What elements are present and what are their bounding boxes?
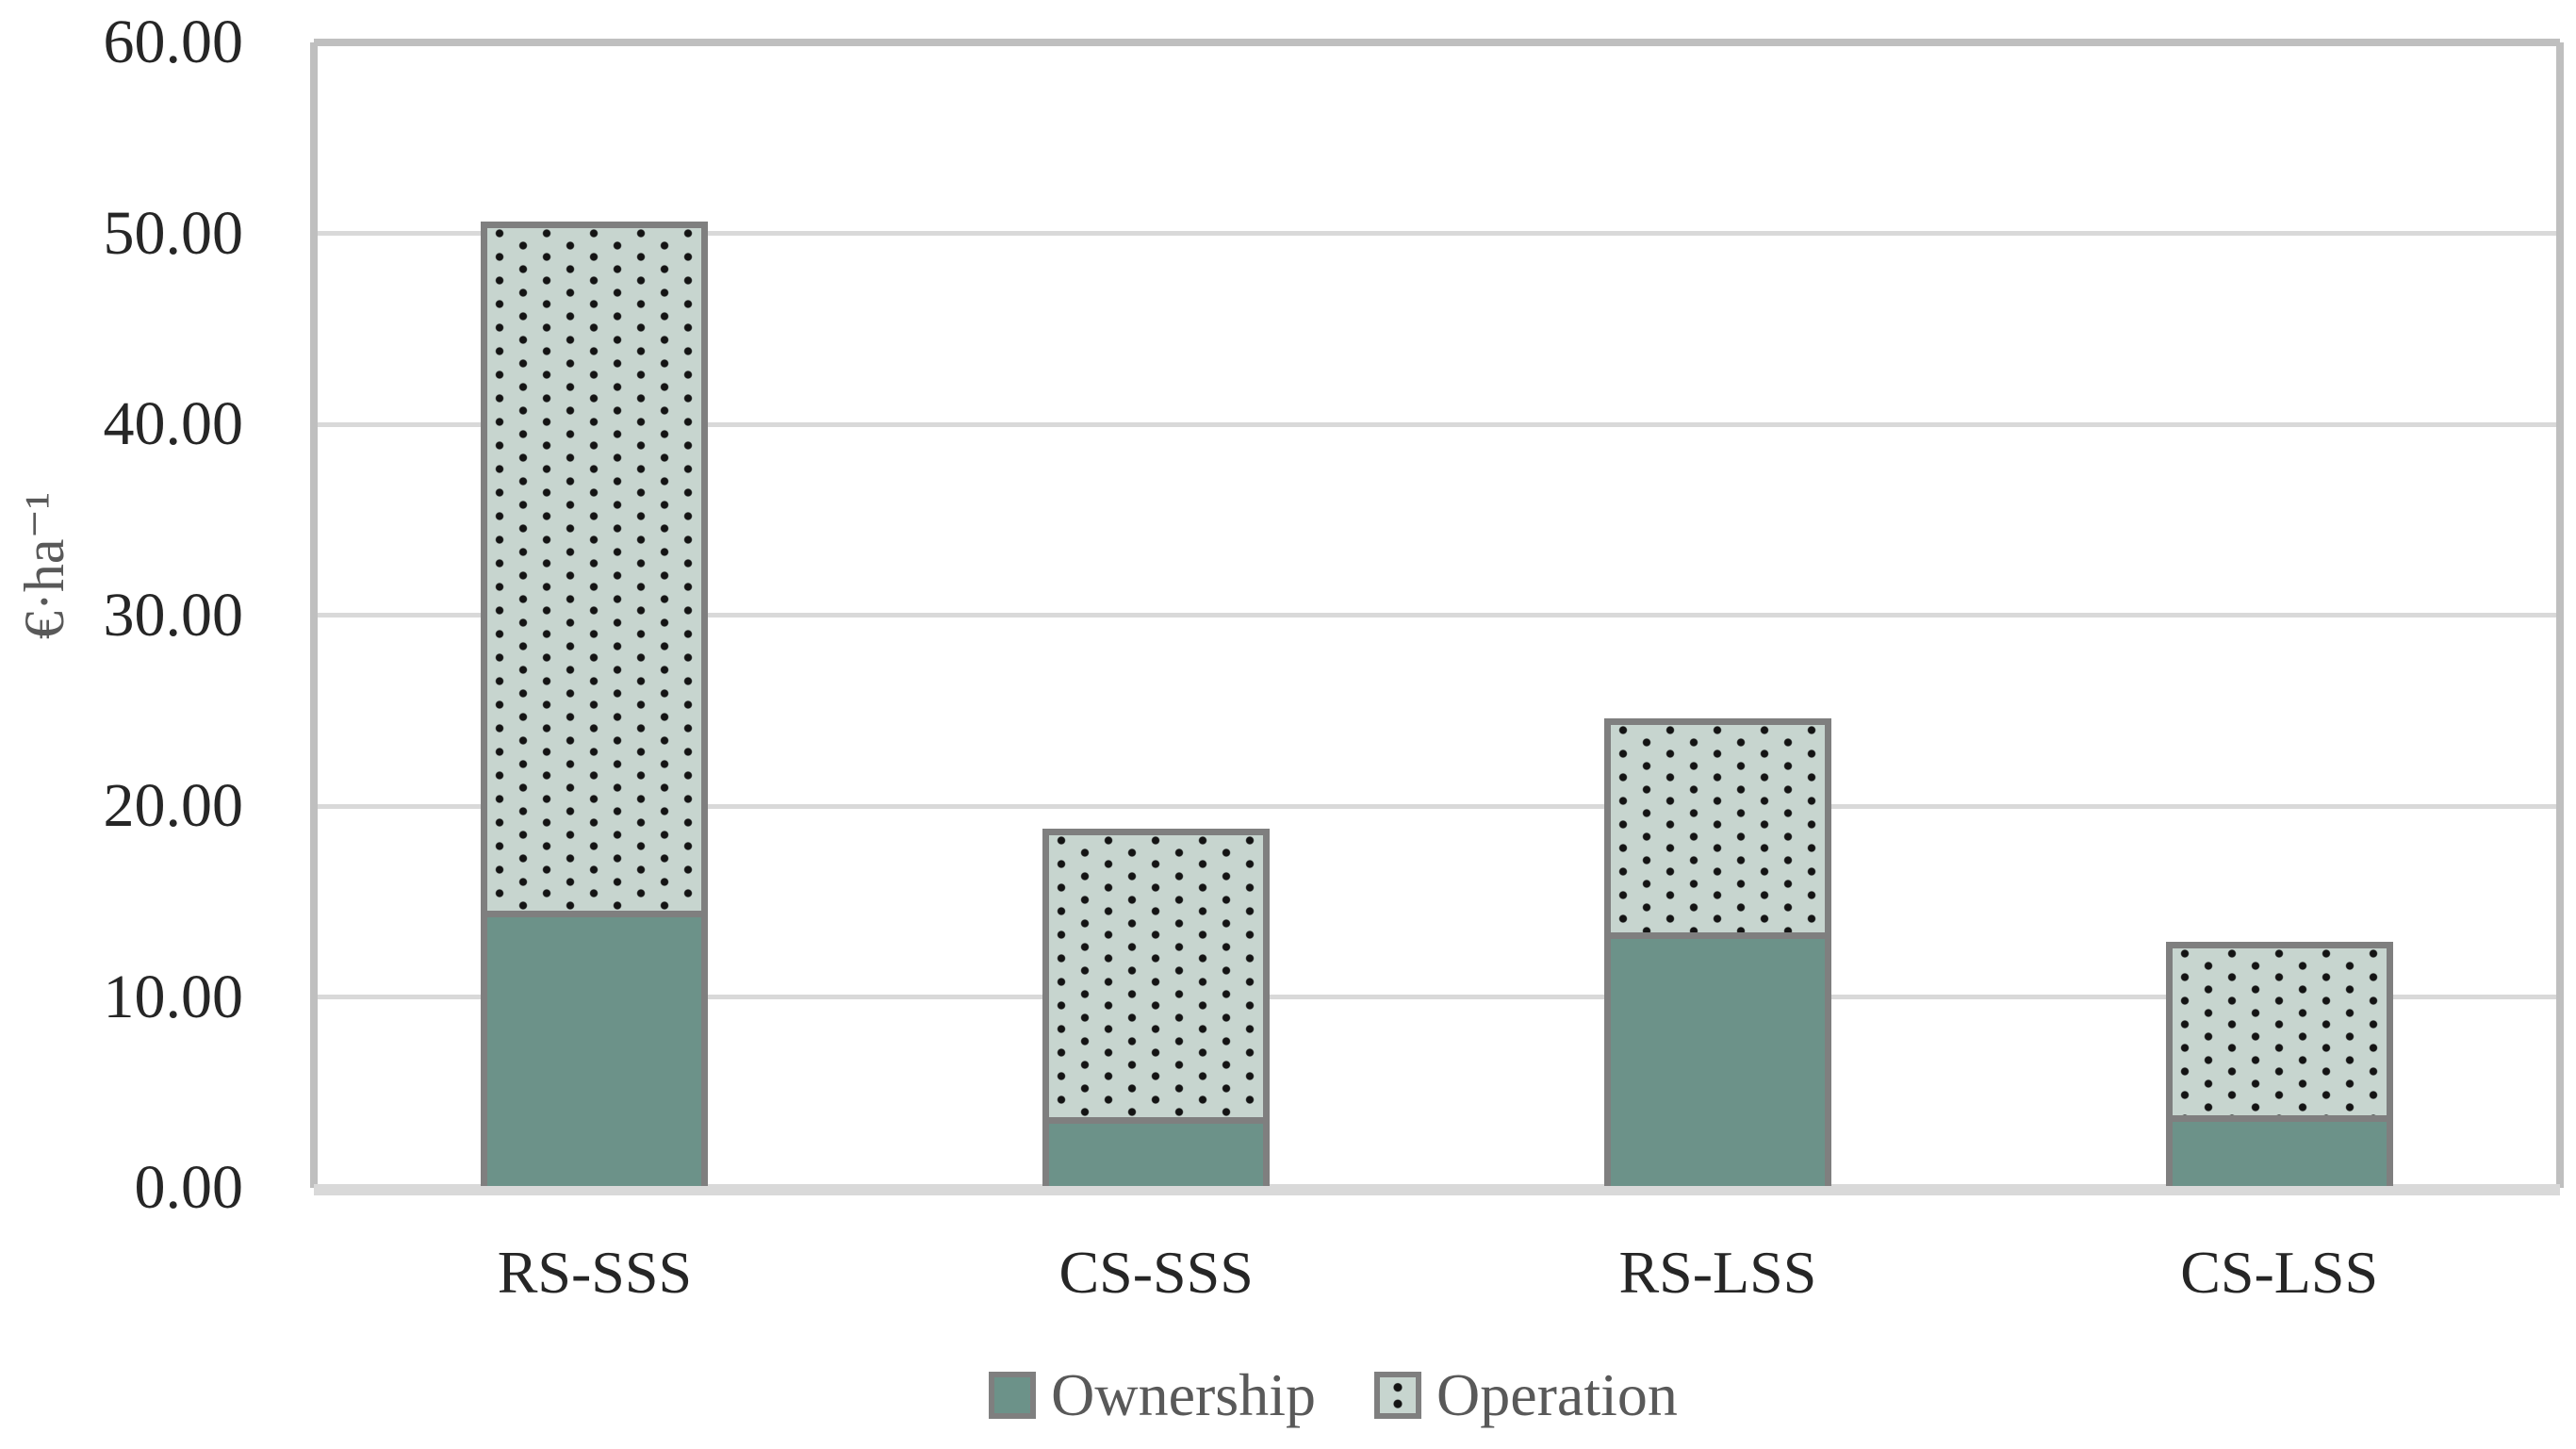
x-category-label: RS-SSS — [497, 1239, 693, 1306]
legend-label: Ownership — [1051, 1361, 1316, 1428]
y-tick-label: 60.00 — [103, 8, 244, 76]
gridline — [318, 995, 2556, 999]
plot-border-top — [314, 39, 2560, 46]
plot-border-left — [310, 42, 318, 1188]
gridline — [318, 613, 2556, 617]
bar-RS-LSS — [1603, 717, 1831, 1186]
x-axis-line — [314, 1184, 2560, 1195]
bar-segment-operation — [2172, 947, 2387, 1116]
bar-segment-operation — [487, 228, 702, 912]
legend-swatch-dots-icon — [1373, 1372, 1421, 1419]
legend-item-ownership: Ownership — [989, 1360, 1316, 1430]
y-tick-label: 10.00 — [103, 962, 244, 1031]
plot-border-right — [2556, 42, 2564, 1188]
bar-segment-ownership — [487, 911, 702, 1186]
y-tick-label: 50.00 — [103, 198, 244, 268]
gridline — [318, 421, 2556, 427]
bar-segment-ownership — [2172, 1115, 2387, 1186]
gridline — [318, 231, 2556, 236]
y-tick-label: 40.00 — [103, 389, 244, 458]
y-tick-label: 30.00 — [103, 580, 244, 650]
gridline — [318, 803, 2556, 809]
legend-label: Operation — [1436, 1361, 1678, 1428]
legend-swatch-solid-icon — [989, 1372, 1037, 1419]
y-tick-label: 20.00 — [103, 771, 244, 840]
bar-segment-operation — [1049, 835, 1264, 1118]
bar-segment-ownership — [1610, 931, 1825, 1186]
x-category-label: CS-SSS — [1058, 1239, 1254, 1306]
bar-CS-LSS — [2165, 941, 2393, 1186]
bar-RS-SSS — [481, 222, 709, 1186]
x-category-label: RS-LSS — [1618, 1239, 1817, 1306]
bar-segment-ownership — [1049, 1117, 1264, 1186]
x-category-label: CS-LSS — [2180, 1239, 2379, 1306]
bar-CS-SSS — [1042, 829, 1271, 1186]
legend: Ownership Operation — [0, 1350, 2576, 1441]
legend-item-operation: Operation — [1373, 1360, 1678, 1430]
bar-segment-operation — [1610, 724, 1825, 932]
y-tick-label: 0.00 — [134, 1153, 244, 1222]
